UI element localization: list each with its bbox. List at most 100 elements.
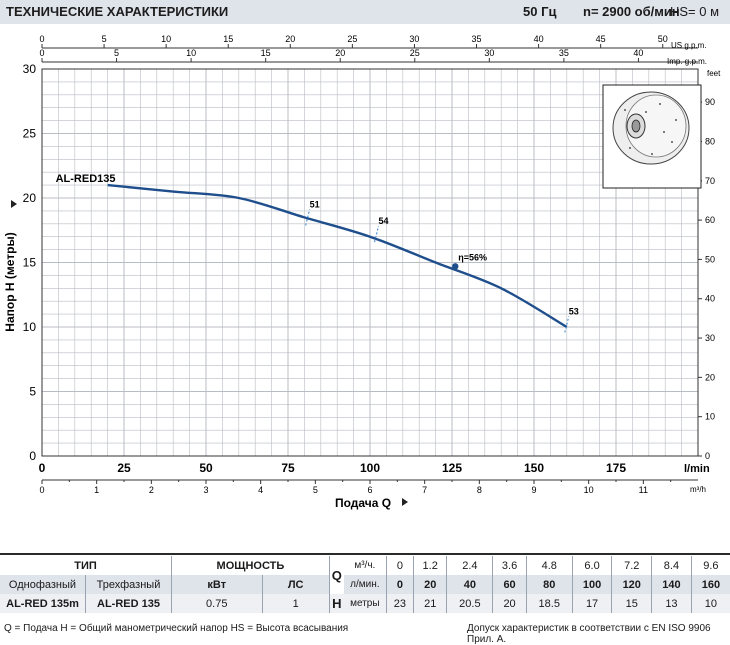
x3-tick-label: 30 [409,34,419,44]
y2-tick-label: 80 [705,136,715,146]
y2-tick-label: 90 [705,97,715,107]
x2-tick-label: 1 [94,485,99,495]
efficiency-tick [305,209,311,226]
unit-m: метры [343,594,387,613]
h-cell: 18.5 [526,594,573,613]
h-symbol: H [329,594,344,613]
x2-tick-label: 0 [39,485,44,495]
q-lmin-cell: 0 [386,575,415,594]
x2-tick-label: 5 [313,485,318,495]
series-label-al-red135: AL-RED135 [56,173,116,185]
efficiency-label: 53 [569,306,579,316]
q-lmin-cell: 60 [492,575,527,594]
impeller-icon [602,84,702,189]
footer-note: Допуск характеристик в соответствии с EN… [467,623,711,645]
suction-height-label: HS= 0 м [670,4,720,19]
x-tick-label: 150 [524,461,544,475]
x-tick-label: 100 [360,461,380,475]
series-line-al-red135 [107,183,568,329]
x-unit-usgpm: US g.p.m. [671,41,707,50]
y2-tick-label: 20 [705,372,715,382]
x3-tick-label: 50 [658,34,668,44]
footer-legend: Q = Подача H = Общий манометрический нап… [4,623,349,634]
x-unit-m3h: m³/h [690,485,706,494]
x-tick-label: 75 [281,461,295,475]
q-m3h-cell: 4.8 [526,556,573,575]
x-axis-title: Подача Q [335,496,391,510]
h-cell: 20.5 [446,594,494,613]
x4-tick-label: 15 [261,48,271,58]
header-bar: ТЕХНИЧЕСКИЕ ХАРАКТЕРИСТИКИ 50 Гц n= 2900… [0,0,730,24]
x4-tick-label: 40 [633,48,643,58]
x3-tick-label: 0 [39,34,44,44]
y2-tick-label: 30 [705,333,715,343]
table-row: ТИП МОЩНОСТЬ Q м³/ч. 0 1.2 2.4 3.6 4.8 6… [0,556,730,594]
x4-tick-label: 10 [186,48,196,58]
power-hp-value: 1 [262,594,330,613]
plot-frame [41,68,699,457]
y-tick-label: 0 [29,449,36,463]
q-m3h-cell: 3.6 [492,556,527,575]
unit-lmin: л/мин. [343,575,387,594]
y2-tick-label: 60 [705,215,715,225]
label-kw: кВт [171,575,263,594]
y-tick-label: 10 [23,320,37,334]
q-m3h-cell: 2.4 [446,556,494,575]
efficiency-tick [564,316,570,333]
x2-tick-label: 7 [422,485,427,495]
label-single-phase: Однофазный [0,575,86,594]
y2-tick-label: 0 [705,451,710,461]
efficiency-tick [374,225,380,243]
x-unit-impgpm: Imp. g.p.m. [667,57,707,66]
x3-tick-label: 20 [285,34,295,44]
grid-lines [42,69,698,456]
spec-table: ТИП МОЩНОСТЬ Q м³/ч. 0 1.2 2.4 3.6 4.8 6… [0,556,730,613]
label-three-phase: Трехфазный [85,575,172,594]
h-cell: 21 [413,594,448,613]
x-axis-arrow-icon [402,498,408,506]
h-cell: 13 [651,594,692,613]
y-tick-label: 5 [29,385,36,399]
x4-tick-label: 30 [484,48,494,58]
x2-tick-label: 2 [149,485,154,495]
table-row: AL-RED 135m AL-RED 135 0.75 1 H метры 23… [0,594,730,613]
x2-tick-label: 9 [531,485,536,495]
x-tick-label: 125 [442,461,462,475]
x3-tick-label: 45 [596,34,606,44]
x2-tick-label: 10 [584,485,594,495]
y2-tick-label: 70 [705,176,715,186]
h-cell: 10 [691,594,730,613]
efficiency-label: η=56% [458,252,487,262]
q-lmin-cell: 120 [611,575,653,594]
speed-label: n= 2900 об/мин [583,4,680,19]
q-lmin-cell: 80 [526,575,573,594]
y-tick-label: 30 [23,62,37,76]
x2-tick-label: 6 [367,485,372,495]
x3-tick-label: 10 [161,34,171,44]
x4-tick-label: 20 [335,48,345,58]
q-lmin-cell: 100 [572,575,613,594]
efficiency-label: 51 [310,199,320,209]
frequency-label: 50 Гц [523,4,557,19]
y-tick-label: 25 [23,127,37,141]
q-m3h-cell: 7.2 [611,556,653,575]
q-symbol: Q [329,556,344,594]
x4-tick-label: 35 [559,48,569,58]
x-tick-label: 25 [117,461,131,475]
table-divider [0,553,730,555]
x4-tick-label: 5 [114,48,119,58]
x2-tick-label: 4 [258,485,263,495]
h-cell: 15 [611,594,653,613]
x4-tick-label: 0 [39,48,44,58]
y2-tick-label: 40 [705,294,715,304]
x3-tick-label: 35 [472,34,482,44]
h-cell: 17 [572,594,613,613]
q-m3h-cell: 6.0 [572,556,613,575]
q-lmin-cell: 160 [691,575,730,594]
x-tick-label: 50 [199,461,213,475]
x2-tick-label: 8 [477,485,482,495]
page-title: ТЕХНИЧЕСКИЕ ХАРАКТЕРИСТИКИ [6,4,229,19]
x4-tick-label: 25 [410,48,420,58]
